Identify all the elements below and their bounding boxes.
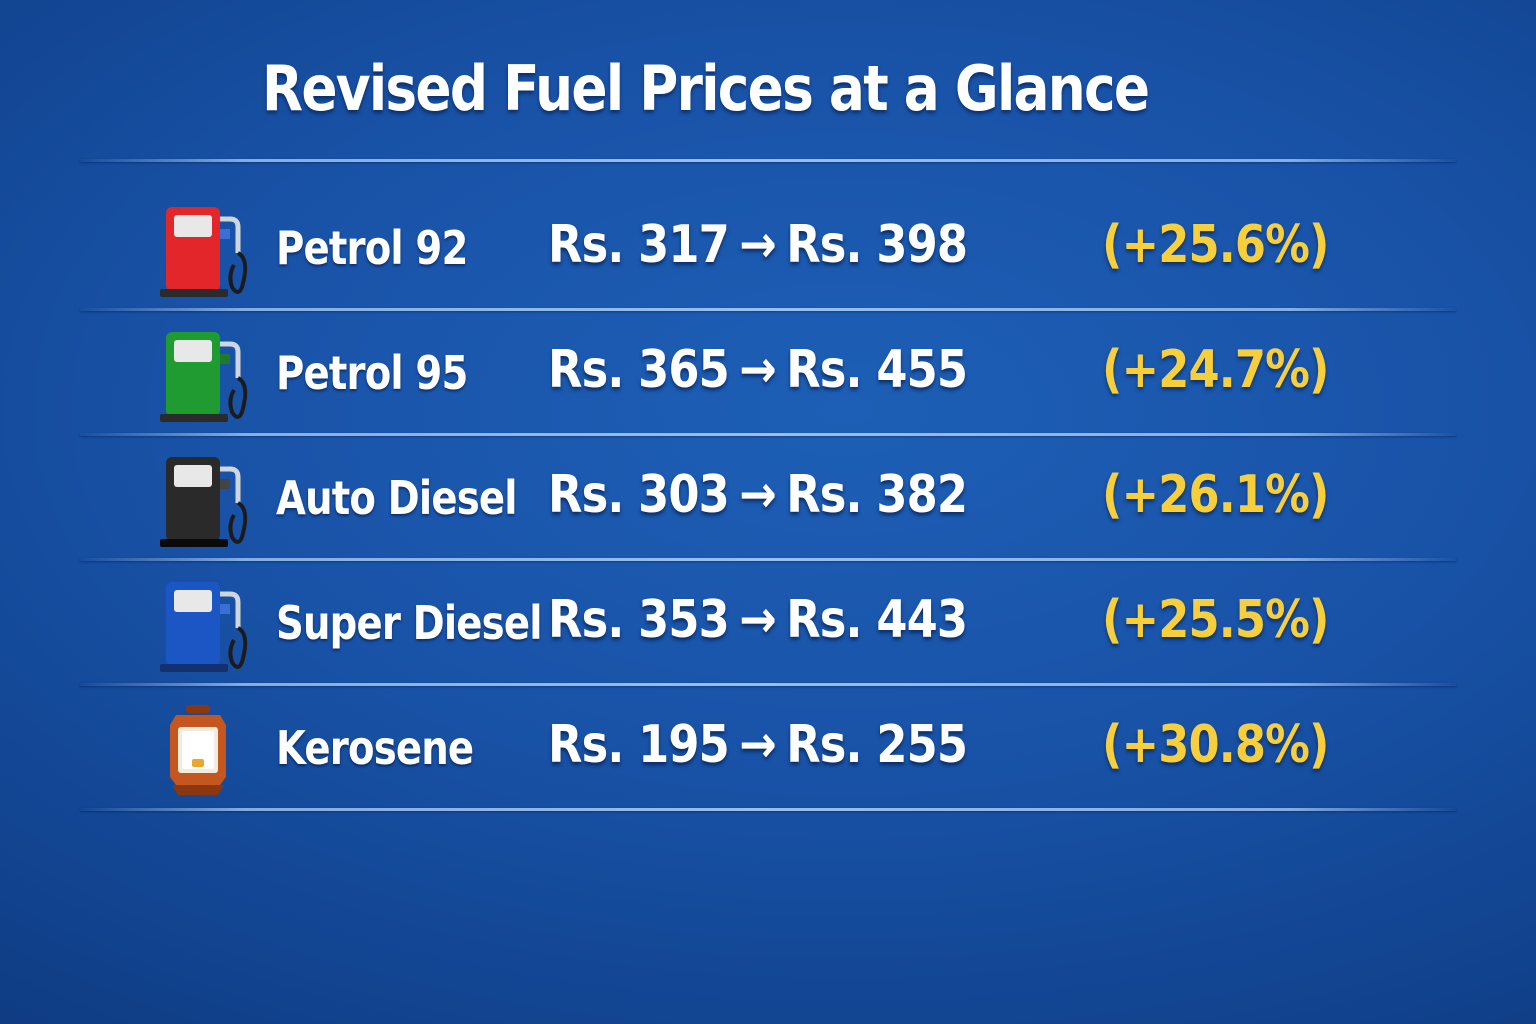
new-price: Rs. 443	[786, 590, 968, 650]
arrow-right-icon: →	[739, 340, 776, 400]
row-divider	[80, 808, 1456, 811]
old-price: Rs. 195	[548, 715, 730, 775]
arrow-right-icon: →	[739, 715, 776, 775]
old-price: Rs. 303	[548, 465, 730, 525]
fuel-row-kerosene: Kerosene Rs. 195 → Rs. 255 (+30.8%)	[0, 685, 1536, 811]
new-price: Rs. 255	[786, 715, 968, 775]
page-title: Revised Fuel Prices at a Glance	[262, 52, 1150, 125]
old-price: Rs. 317	[548, 215, 730, 275]
price-change-line: Rs. 303 → Rs. 382	[548, 465, 968, 525]
fuel-name: Auto Diesel	[276, 471, 517, 525]
old-price: Rs. 365	[548, 340, 730, 400]
arrow-right-icon: →	[739, 590, 776, 650]
fuel-name: Super Diesel	[276, 596, 542, 650]
price-change-line: Rs. 365 → Rs. 455	[548, 340, 968, 400]
percent-change: (+24.7%)	[1102, 340, 1329, 400]
price-change-line: Rs. 353 → Rs. 443	[548, 590, 968, 650]
percent-change: (+25.5%)	[1102, 590, 1329, 650]
fuel-pump-icon	[160, 457, 248, 547]
old-price: Rs. 353	[548, 590, 730, 650]
percent-change: (+30.8%)	[1102, 715, 1329, 775]
fuel-row-auto-diesel: Auto Diesel Rs. 303 → Rs. 382 (+26.1%)	[0, 435, 1536, 561]
fuel-row-super-diesel: Super Diesel Rs. 353 → Rs. 443 (+25.5%)	[0, 560, 1536, 686]
fuel-name: Petrol 92	[276, 221, 468, 275]
percent-change: (+26.1%)	[1102, 465, 1329, 525]
percent-change: (+25.6%)	[1102, 215, 1329, 275]
title-divider	[80, 159, 1456, 162]
fuel-pump-icon	[160, 582, 248, 672]
fuel-row-petrol-92: Petrol 92 Rs. 317 → Rs. 398 (+25.6%)	[0, 185, 1536, 311]
price-change-line: Rs. 195 → Rs. 255	[548, 715, 968, 775]
arrow-right-icon: →	[739, 465, 776, 525]
new-price: Rs. 398	[786, 215, 968, 275]
new-price: Rs. 455	[786, 340, 968, 400]
lantern-icon	[170, 705, 226, 795]
row-divider	[80, 308, 1456, 311]
price-change-line: Rs. 317 → Rs. 398	[548, 215, 968, 275]
fuel-pump-icon	[160, 207, 248, 297]
row-divider	[80, 558, 1456, 561]
fuel-row-petrol-95: Petrol 95 Rs. 365 → Rs. 455 (+24.7%)	[0, 310, 1536, 436]
row-divider	[80, 683, 1456, 686]
fuel-name: Petrol 95	[276, 346, 468, 400]
new-price: Rs. 382	[786, 465, 968, 525]
fuel-price-list: Petrol 92 Rs. 317 → Rs. 398 (+25.6%) Petro…	[0, 185, 1536, 811]
row-divider	[80, 433, 1456, 436]
arrow-right-icon: →	[739, 215, 776, 275]
fuel-name: Kerosene	[276, 721, 474, 775]
fuel-pump-icon	[160, 332, 248, 422]
